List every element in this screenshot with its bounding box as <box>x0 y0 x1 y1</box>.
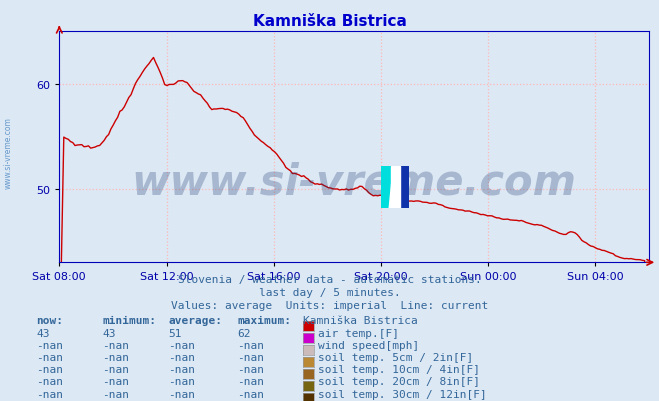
Text: Values: average  Units: imperial  Line: current: Values: average Units: imperial Line: cu… <box>171 300 488 310</box>
Text: Kamniška Bistrica: Kamniška Bistrica <box>252 14 407 29</box>
Polygon shape <box>389 166 400 209</box>
Text: -nan: -nan <box>237 352 264 363</box>
Text: -nan: -nan <box>237 389 264 399</box>
Text: wind speed[mph]: wind speed[mph] <box>318 340 419 350</box>
Text: -nan: -nan <box>102 389 129 399</box>
Text: -nan: -nan <box>237 365 264 375</box>
Polygon shape <box>392 166 409 209</box>
Text: -nan: -nan <box>237 340 264 350</box>
Polygon shape <box>381 166 397 209</box>
Text: maximum:: maximum: <box>237 315 291 325</box>
Text: 62: 62 <box>237 328 250 338</box>
Text: Slovenia / weather data - automatic stations.: Slovenia / weather data - automatic stat… <box>178 274 481 284</box>
Polygon shape <box>391 166 399 209</box>
Text: -nan: -nan <box>36 340 63 350</box>
Text: -nan: -nan <box>36 352 63 363</box>
Text: -nan: -nan <box>36 389 63 399</box>
Text: now:: now: <box>36 315 63 325</box>
Text: -nan: -nan <box>102 377 129 387</box>
Text: -nan: -nan <box>237 377 264 387</box>
Text: 43: 43 <box>102 328 115 338</box>
Text: air temp.[F]: air temp.[F] <box>318 328 399 338</box>
Text: last day / 5 minutes.: last day / 5 minutes. <box>258 287 401 297</box>
Text: 43: 43 <box>36 328 49 338</box>
Text: soil temp. 30cm / 12in[F]: soil temp. 30cm / 12in[F] <box>318 389 486 399</box>
Text: -nan: -nan <box>36 377 63 387</box>
Text: 51: 51 <box>168 328 181 338</box>
Polygon shape <box>392 166 400 209</box>
Text: -nan: -nan <box>102 340 129 350</box>
Text: -nan: -nan <box>168 340 195 350</box>
Text: soil temp. 5cm / 2in[F]: soil temp. 5cm / 2in[F] <box>318 352 473 363</box>
Text: soil temp. 20cm / 8in[F]: soil temp. 20cm / 8in[F] <box>318 377 480 387</box>
Text: -nan: -nan <box>102 365 129 375</box>
Text: -nan: -nan <box>168 377 195 387</box>
Text: Kamniška Bistrica: Kamniška Bistrica <box>303 315 418 325</box>
Text: soil temp. 10cm / 4in[F]: soil temp. 10cm / 4in[F] <box>318 365 480 375</box>
Text: -nan: -nan <box>36 365 63 375</box>
Text: -nan: -nan <box>168 352 195 363</box>
Text: -nan: -nan <box>168 365 195 375</box>
Text: -nan: -nan <box>102 352 129 363</box>
Text: www.si-vreme.com: www.si-vreme.com <box>132 161 577 203</box>
Text: average:: average: <box>168 315 222 325</box>
Text: -nan: -nan <box>168 389 195 399</box>
Text: www.si-vreme.com: www.si-vreme.com <box>4 117 13 188</box>
Text: minimum:: minimum: <box>102 315 156 325</box>
